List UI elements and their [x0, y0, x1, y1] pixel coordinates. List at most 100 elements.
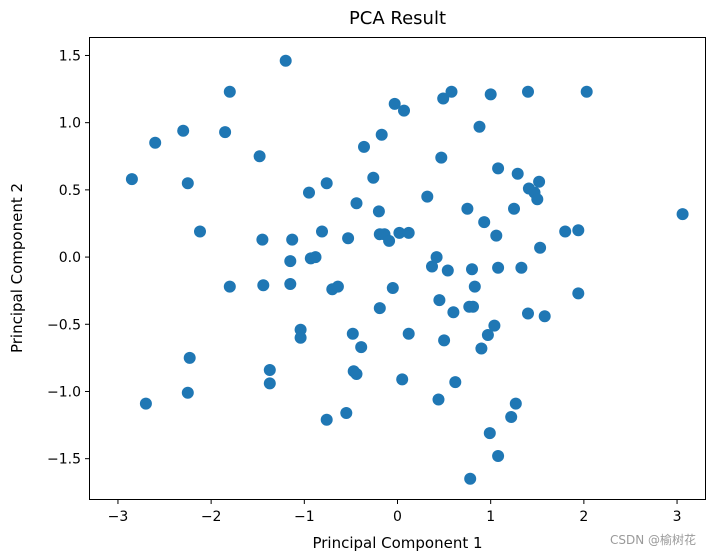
scatter-point-32	[346, 327, 359, 340]
y-tick-label: −1.0	[47, 384, 81, 400]
scatter-point-75	[484, 88, 497, 101]
scatter-point-10	[223, 280, 236, 293]
scatter-point-85	[515, 261, 528, 274]
scatter-point-98	[676, 208, 689, 221]
scatter-point-14	[263, 364, 276, 376]
scatter-point-53	[426, 260, 438, 273]
scatter-point-17	[284, 255, 297, 268]
scatter-point-50	[402, 226, 415, 239]
scatter-point-21	[294, 331, 307, 344]
scatter-point-70	[473, 120, 486, 133]
scatter-point-38	[367, 171, 380, 184]
scatter-point-49	[398, 104, 410, 117]
scatter-point-35	[350, 197, 363, 210]
watermark: CSDN @榆树花	[610, 532, 696, 547]
scatter-point-62	[447, 306, 460, 319]
scatter-point-11	[253, 150, 266, 163]
scatter-point-77	[490, 229, 503, 242]
scatter-point-67	[467, 300, 479, 313]
scatter-point-36	[358, 140, 370, 153]
scatter-point-27	[320, 413, 333, 426]
scatter-point-91	[533, 175, 546, 188]
scatter-point-48	[396, 373, 409, 386]
scatter-point-26	[320, 177, 333, 190]
scatter-point-68	[468, 280, 481, 293]
scatter-point-9	[223, 85, 236, 98]
scatter-point-31	[342, 232, 355, 245]
x-tick-label: −2	[201, 509, 222, 525]
scatter-point-1	[139, 397, 152, 410]
y-tick-label: −1.5	[47, 452, 81, 468]
x-tick-label: 0	[393, 509, 402, 525]
scatter-point-80	[492, 450, 505, 462]
y-tick-label: 0.0	[59, 250, 81, 266]
y-tick-label: 1.0	[59, 116, 81, 132]
scatter-point-51	[402, 327, 415, 340]
scatter-point-37	[355, 341, 368, 354]
x-tick-label: 2	[579, 509, 588, 525]
scatter-point-64	[461, 202, 474, 215]
y-tick-label: 1.5	[59, 48, 81, 64]
scatter-point-5	[181, 386, 194, 399]
scatter-point-61	[445, 85, 458, 98]
y-axis-label: Principal Component 2	[8, 183, 26, 353]
scatter-point-39	[372, 205, 385, 218]
scatter-point-83	[509, 397, 522, 410]
scatter-point-58	[437, 92, 450, 105]
scatter-point-25	[316, 225, 328, 238]
scatter-point-59	[438, 334, 451, 347]
x-tick-label: −3	[108, 509, 129, 525]
scatter-point-56	[433, 294, 446, 307]
points-layer	[125, 54, 689, 485]
scatter-point-12	[256, 233, 269, 246]
x-axis-label: Principal Component 1	[312, 534, 482, 552]
scatter-point-4	[181, 177, 194, 190]
chart-title: PCA Result	[349, 8, 446, 29]
scatter-point-8	[219, 126, 232, 139]
scatter-point-63	[449, 376, 462, 389]
scatter-point-0	[125, 173, 138, 186]
scatter-point-60	[441, 264, 454, 277]
scatter-point-52	[421, 190, 434, 203]
scatter-point-18	[284, 278, 297, 290]
scatter-point-79	[492, 261, 505, 274]
scatter-point-6	[183, 351, 196, 364]
scatter-point-2	[149, 136, 162, 149]
scatter-point-78	[492, 162, 505, 175]
scatter-point-82	[508, 202, 520, 215]
scatter-point-55	[432, 393, 445, 406]
scatter-point-34	[350, 368, 363, 380]
scatter-point-94	[559, 225, 572, 238]
scatter-point-15	[263, 377, 276, 390]
scatter-point-71	[475, 342, 488, 355]
scatter-point-44	[383, 234, 396, 247]
scatter-point-90	[531, 193, 544, 206]
scatter-point-22	[303, 186, 315, 199]
scatter-point-41	[373, 302, 386, 315]
y-axis-ticks: −1.5 −1.0 −0.5 0.0 0.5 1.0 1.5	[47, 48, 90, 468]
y-tick-label: −0.5	[47, 317, 81, 333]
x-tick-label: 1	[486, 509, 495, 525]
scatter-point-72	[478, 216, 491, 229]
scatter-point-30	[340, 407, 353, 419]
scatter-point-66	[466, 263, 478, 276]
scatter-point-81	[505, 411, 518, 423]
scatter-point-84	[511, 167, 524, 180]
scatter-point-73	[481, 329, 494, 341]
scatter-point-47	[393, 226, 406, 239]
scatter-point-13	[257, 279, 270, 292]
scatter-point-42	[375, 128, 388, 141]
scatter-point-57	[435, 151, 448, 164]
scatter-point-97	[580, 85, 593, 98]
x-tick-label: −1	[294, 509, 315, 525]
scatter-point-3	[177, 124, 190, 137]
scatter-point-96	[572, 287, 585, 300]
scatter-point-95	[572, 224, 585, 237]
scatter-point-16	[279, 54, 292, 67]
x-tick-label: 3	[673, 509, 682, 525]
scatter-point-92	[534, 241, 547, 254]
scatter-point-24	[309, 251, 322, 264]
scatter-point-76	[488, 319, 501, 332]
scatter-point-7	[194, 225, 206, 238]
